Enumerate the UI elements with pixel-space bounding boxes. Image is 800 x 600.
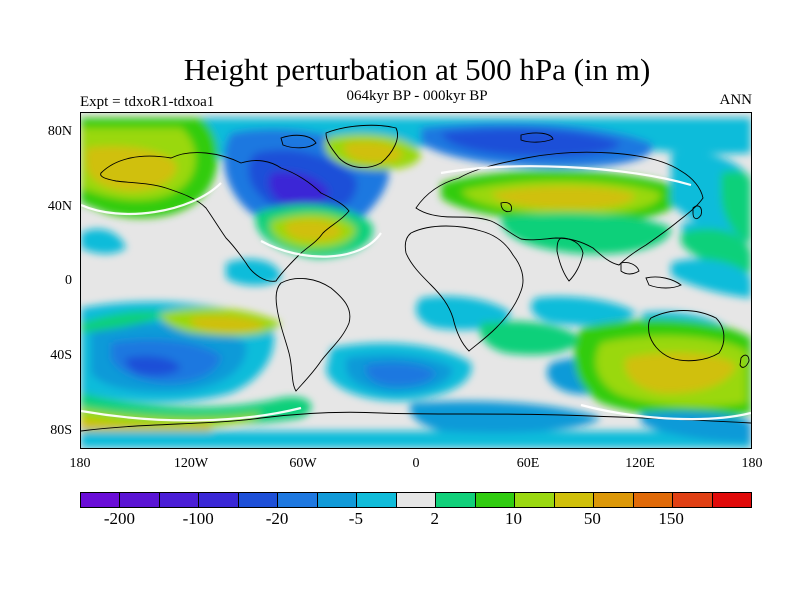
colorbar-label: 150 (658, 509, 684, 528)
lat-tick-40s: 40S (50, 348, 72, 363)
colorbar-box (199, 493, 239, 507)
lon-tick-120w: 120W (173, 456, 209, 471)
colorbar-box (159, 493, 200, 507)
lat-tick-40n: 40N (47, 199, 72, 214)
colorbar-box (515, 493, 555, 507)
lat-tick-80n: 80N (47, 124, 72, 139)
colorbar-label: -20 (265, 509, 289, 528)
colorbar-label: 2 (430, 509, 439, 528)
lon-tick-0: 0 (412, 456, 420, 471)
colorbar-box (475, 493, 516, 507)
colorbar-box (396, 493, 437, 507)
colorbar-box (673, 493, 713, 507)
colorbar-box (436, 493, 476, 507)
experiment-label: Expt = tdxoR1-tdxoa1 (80, 94, 215, 110)
colorbar-box (238, 493, 279, 507)
colorbar-box (278, 493, 318, 507)
colorbar-box (594, 493, 634, 507)
colorbar-box (357, 493, 397, 507)
colorbar-box (81, 493, 121, 507)
lat-tick-0: 0 (65, 273, 72, 288)
colorbar-label: -100 (182, 509, 214, 528)
season-label: ANN (719, 92, 753, 108)
lon-tick-180w: 180 (69, 456, 91, 471)
lon-tick-60e: 60E (516, 456, 540, 471)
colorbar (80, 492, 752, 508)
colorbar-box (120, 493, 160, 507)
colorbar-label: -200 (103, 509, 135, 528)
colorbar-box (633, 493, 674, 507)
colorbar-label: 50 (583, 509, 601, 528)
colorbar-box (317, 493, 358, 507)
colorbar-box (554, 493, 595, 507)
lon-tick-60w: 60W (289, 456, 317, 471)
contour-map (80, 112, 752, 449)
chart-title: Height perturbation at 500 hPa (in m) (183, 52, 651, 87)
colorbar-label: -5 (348, 509, 363, 528)
lon-tick-180e: 180 (741, 456, 763, 471)
lon-tick-120e: 120E (625, 456, 655, 471)
lat-tick-80s: 80S (50, 423, 72, 438)
colorbar-box (712, 493, 751, 507)
chart-subtitle: 064kyr BP - 000kyr BP (346, 88, 488, 104)
colorbar-label: 10 (505, 509, 523, 528)
